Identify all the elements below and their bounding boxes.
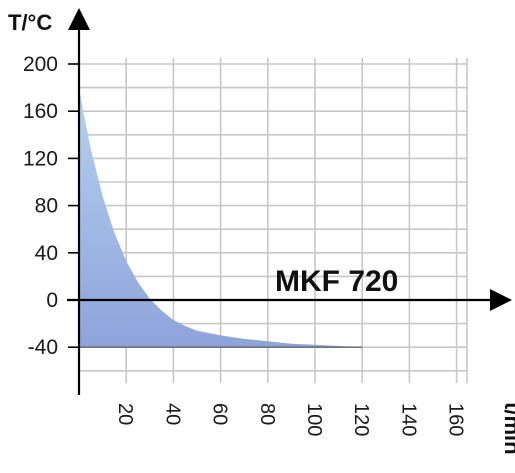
tick-labels: 200 160 120 80 40 0 -40 20 40 60 80 100 120 140 160 (23, 53, 467, 436)
x-axis-label: t/min (500, 402, 515, 455)
y-tick-label: -40 (28, 336, 58, 359)
y-tick-label: 160 (23, 100, 58, 123)
x-axis-arrow-icon (490, 289, 512, 311)
x-tick-label: 160 (445, 403, 467, 436)
y-tick-label: 0 (46, 289, 58, 312)
x-tick-label: 40 (161, 403, 183, 425)
y-tick-label: 80 (35, 195, 58, 218)
x-tick-label: 60 (209, 403, 231, 425)
x-tick-label: 100 (303, 403, 325, 436)
y-axis-label: T/°C (8, 10, 52, 35)
data-area (79, 87, 363, 348)
axes (67, 8, 512, 395)
y-tick-label: 200 (23, 53, 58, 76)
y-tick-label: 40 (35, 242, 58, 265)
y-axis-arrow-icon (68, 8, 90, 30)
x-tick-label: 80 (256, 403, 278, 425)
y-tick-label: 120 (23, 147, 58, 170)
x-tick-label: 120 (350, 403, 372, 436)
model-annotation: MKF 720 (275, 265, 398, 298)
x-tick-label: 20 (114, 403, 136, 425)
data-area-fill (79, 87, 363, 348)
x-tick-label: 140 (397, 403, 419, 436)
